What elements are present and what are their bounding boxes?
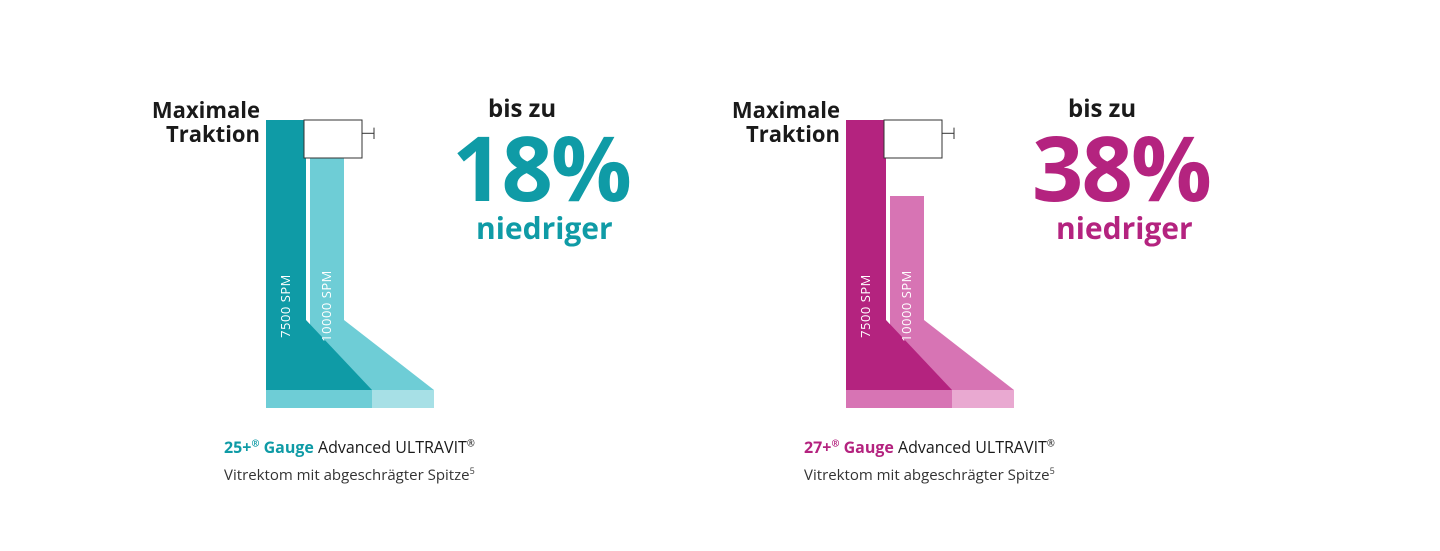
caption: 27+® Gauge Advanced ULTRAVIT® Vitrektom … <box>804 436 1300 485</box>
percent-suffix: niedriger <box>476 207 613 248</box>
panel-27g: Maximale Traktion 7500 SPM 10000 SPM bis … <box>700 80 1300 485</box>
bars-group-0: 7500 SPM 10000 SPM <box>266 120 434 408</box>
panel-25g: Maximale Traktion 7500 SPM 10000 SPM bis … <box>120 80 720 485</box>
svg-text:10000 SPM: 10000 SPM <box>317 270 335 342</box>
product-name: Advanced ULTRAVIT® <box>898 436 1055 458</box>
percent-block: bis zu 18% niedriger <box>452 80 630 248</box>
caption: 25+® Gauge Advanced ULTRAVIT® Vitrektom … <box>224 436 720 485</box>
svg-text:7500 SPM: 7500 SPM <box>276 274 294 338</box>
top-row: Maximale Traktion 7500 SPM 10000 SPM bis … <box>700 80 1300 410</box>
max-traction-label: Maximale Traktion <box>700 80 840 146</box>
percent-value: 38% <box>1032 125 1210 211</box>
bar-chart: 7500 SPM 10000 SPM <box>266 80 436 410</box>
caption-line2: Vitrektom mit abgeschrägter Spitze5 <box>804 464 1300 485</box>
bar-chart-svg: 7500 SPM 10000 SPM <box>266 80 436 410</box>
max-traction-label: Maximale Traktion <box>120 80 260 146</box>
bar-chart-svg: 7500 SPM 10000 SPM <box>846 80 1016 410</box>
percent-block: bis zu 38% niedriger <box>1032 80 1210 248</box>
gauge-label: 27+® Gauge <box>804 436 894 458</box>
bar-chart: 7500 SPM 10000 SPM <box>846 80 1016 410</box>
product-name: Advanced ULTRAVIT® <box>318 436 475 458</box>
svg-text:7500 SPM: 7500 SPM <box>856 274 874 338</box>
caption-line1: 27+® Gauge Advanced ULTRAVIT® <box>804 436 1300 458</box>
caption-line1: 25+® Gauge Advanced ULTRAVIT® <box>224 436 720 458</box>
top-row: Maximale Traktion 7500 SPM 10000 SPM bis … <box>120 80 720 410</box>
svg-text:10000 SPM: 10000 SPM <box>897 270 915 342</box>
gauge-label: 25+® Gauge <box>224 436 314 458</box>
percent-value: 18% <box>452 125 630 211</box>
percent-suffix: niedriger <box>1056 207 1193 248</box>
bars-group-1: 7500 SPM 10000 SPM <box>846 120 1014 408</box>
caption-line2: Vitrektom mit abgeschrägter Spitze5 <box>224 464 720 485</box>
